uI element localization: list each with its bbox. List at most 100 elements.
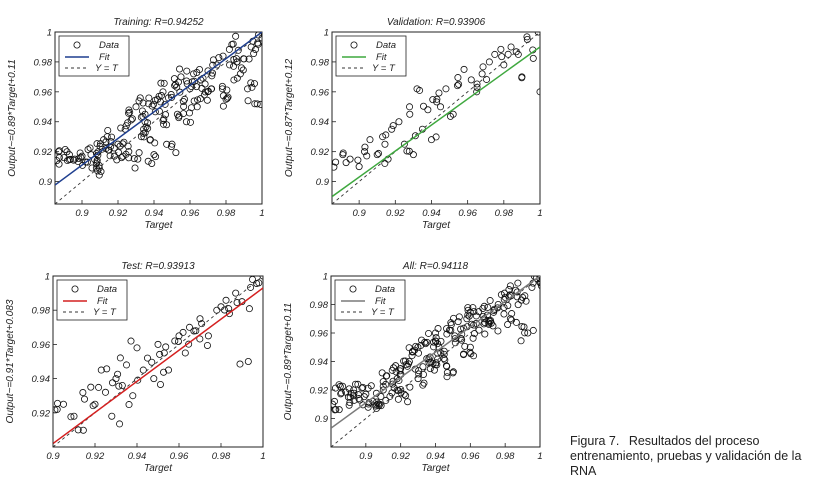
data-point [175, 332, 183, 340]
data-point [170, 75, 178, 83]
data-point [54, 399, 62, 407]
data-point [160, 349, 168, 357]
data-point [475, 326, 483, 334]
data-point [201, 88, 209, 96]
y-tick-label: 0.94 [32, 374, 51, 385]
y-tick-label: 0.98 [310, 300, 329, 311]
x-axis-label: Target [144, 463, 173, 474]
x-axis-label: Target [422, 220, 451, 231]
data-point [186, 109, 194, 117]
data-point [93, 149, 101, 157]
y-tick-label: 0.96 [310, 329, 329, 340]
data-point [335, 406, 343, 414]
figure-caption: Figura 7. Resultados del proceso entrena… [570, 434, 815, 479]
x-tick-label: 0.98 [217, 208, 236, 219]
data-point [409, 151, 417, 159]
data-point [154, 340, 162, 348]
data-point [518, 74, 526, 82]
data-point [181, 349, 189, 357]
identity-line [55, 32, 262, 204]
panel-title: All: R=0.94118 [402, 261, 469, 272]
x-tick-label: 1 [259, 208, 264, 219]
data-point [485, 58, 493, 66]
data-point [118, 154, 126, 162]
data-point [429, 96, 437, 104]
data-point [373, 404, 381, 412]
data-point [433, 98, 441, 106]
data-point [244, 85, 252, 93]
data-point [146, 136, 154, 144]
legend-marker-data [73, 41, 81, 49]
data-point [397, 385, 405, 393]
data-point [161, 100, 169, 108]
data-point [81, 395, 89, 403]
data-point [403, 147, 411, 155]
data-point [421, 338, 429, 346]
data-point [109, 379, 117, 387]
data-point [434, 325, 442, 333]
data-point [83, 158, 91, 166]
data-point [512, 318, 520, 326]
x-axis-label: Target [422, 463, 451, 474]
legend-marker-data [350, 41, 358, 49]
data-point [89, 402, 97, 410]
y-tick-label: 1 [323, 272, 328, 283]
data-point [504, 50, 512, 58]
data-point [130, 155, 138, 163]
data-point [514, 279, 522, 287]
data-point [483, 311, 491, 319]
data-point [532, 276, 540, 282]
data-point [108, 412, 116, 420]
data-point [346, 393, 354, 401]
caption-text: Resultados del proceso entrenamiento, pr… [570, 434, 802, 478]
data-point [148, 102, 156, 110]
data-point [225, 305, 233, 313]
data-point [103, 365, 111, 373]
data-point [381, 140, 389, 148]
data-point [150, 375, 158, 383]
data-point [332, 158, 340, 166]
legend-marker-data [71, 285, 79, 293]
data-point [404, 398, 412, 406]
data-point [88, 164, 96, 172]
data-point [236, 360, 244, 368]
data-point [263, 30, 269, 36]
data-point [419, 381, 427, 389]
data-point [427, 358, 435, 366]
data-point [159, 88, 167, 96]
data-point [248, 83, 256, 91]
data-point [219, 92, 227, 100]
data-point [472, 312, 480, 320]
data-point [239, 66, 247, 74]
panel-title: Test: R=0.93913 [121, 261, 195, 272]
fit-line [331, 276, 540, 429]
data-point [250, 80, 258, 88]
plot-marks [53, 276, 263, 447]
data-point [342, 159, 350, 167]
data-point [349, 392, 357, 400]
legend-label: Y = T [95, 63, 119, 74]
legend-label: Fit [97, 296, 108, 307]
data-point [420, 379, 428, 387]
data-point [190, 70, 198, 78]
data-point [361, 143, 369, 151]
fit-line [332, 46, 540, 198]
data-point [522, 297, 530, 305]
data-point [389, 380, 397, 388]
legend-box [58, 35, 130, 77]
fit-line [55, 32, 262, 186]
data-point [70, 412, 78, 420]
data-point [151, 108, 159, 116]
data-point [224, 93, 232, 101]
x-tick-label: 0.98 [496, 451, 515, 462]
data-point [382, 396, 390, 404]
data-point [157, 79, 165, 87]
data-point [367, 382, 375, 390]
data-point [185, 340, 193, 348]
x-tick-label: 0.92 [86, 451, 105, 462]
data-point [219, 52, 227, 60]
x-axis-label: Target [145, 220, 174, 231]
data-point [61, 145, 69, 153]
data-point [249, 276, 256, 283]
data-point [401, 357, 409, 365]
